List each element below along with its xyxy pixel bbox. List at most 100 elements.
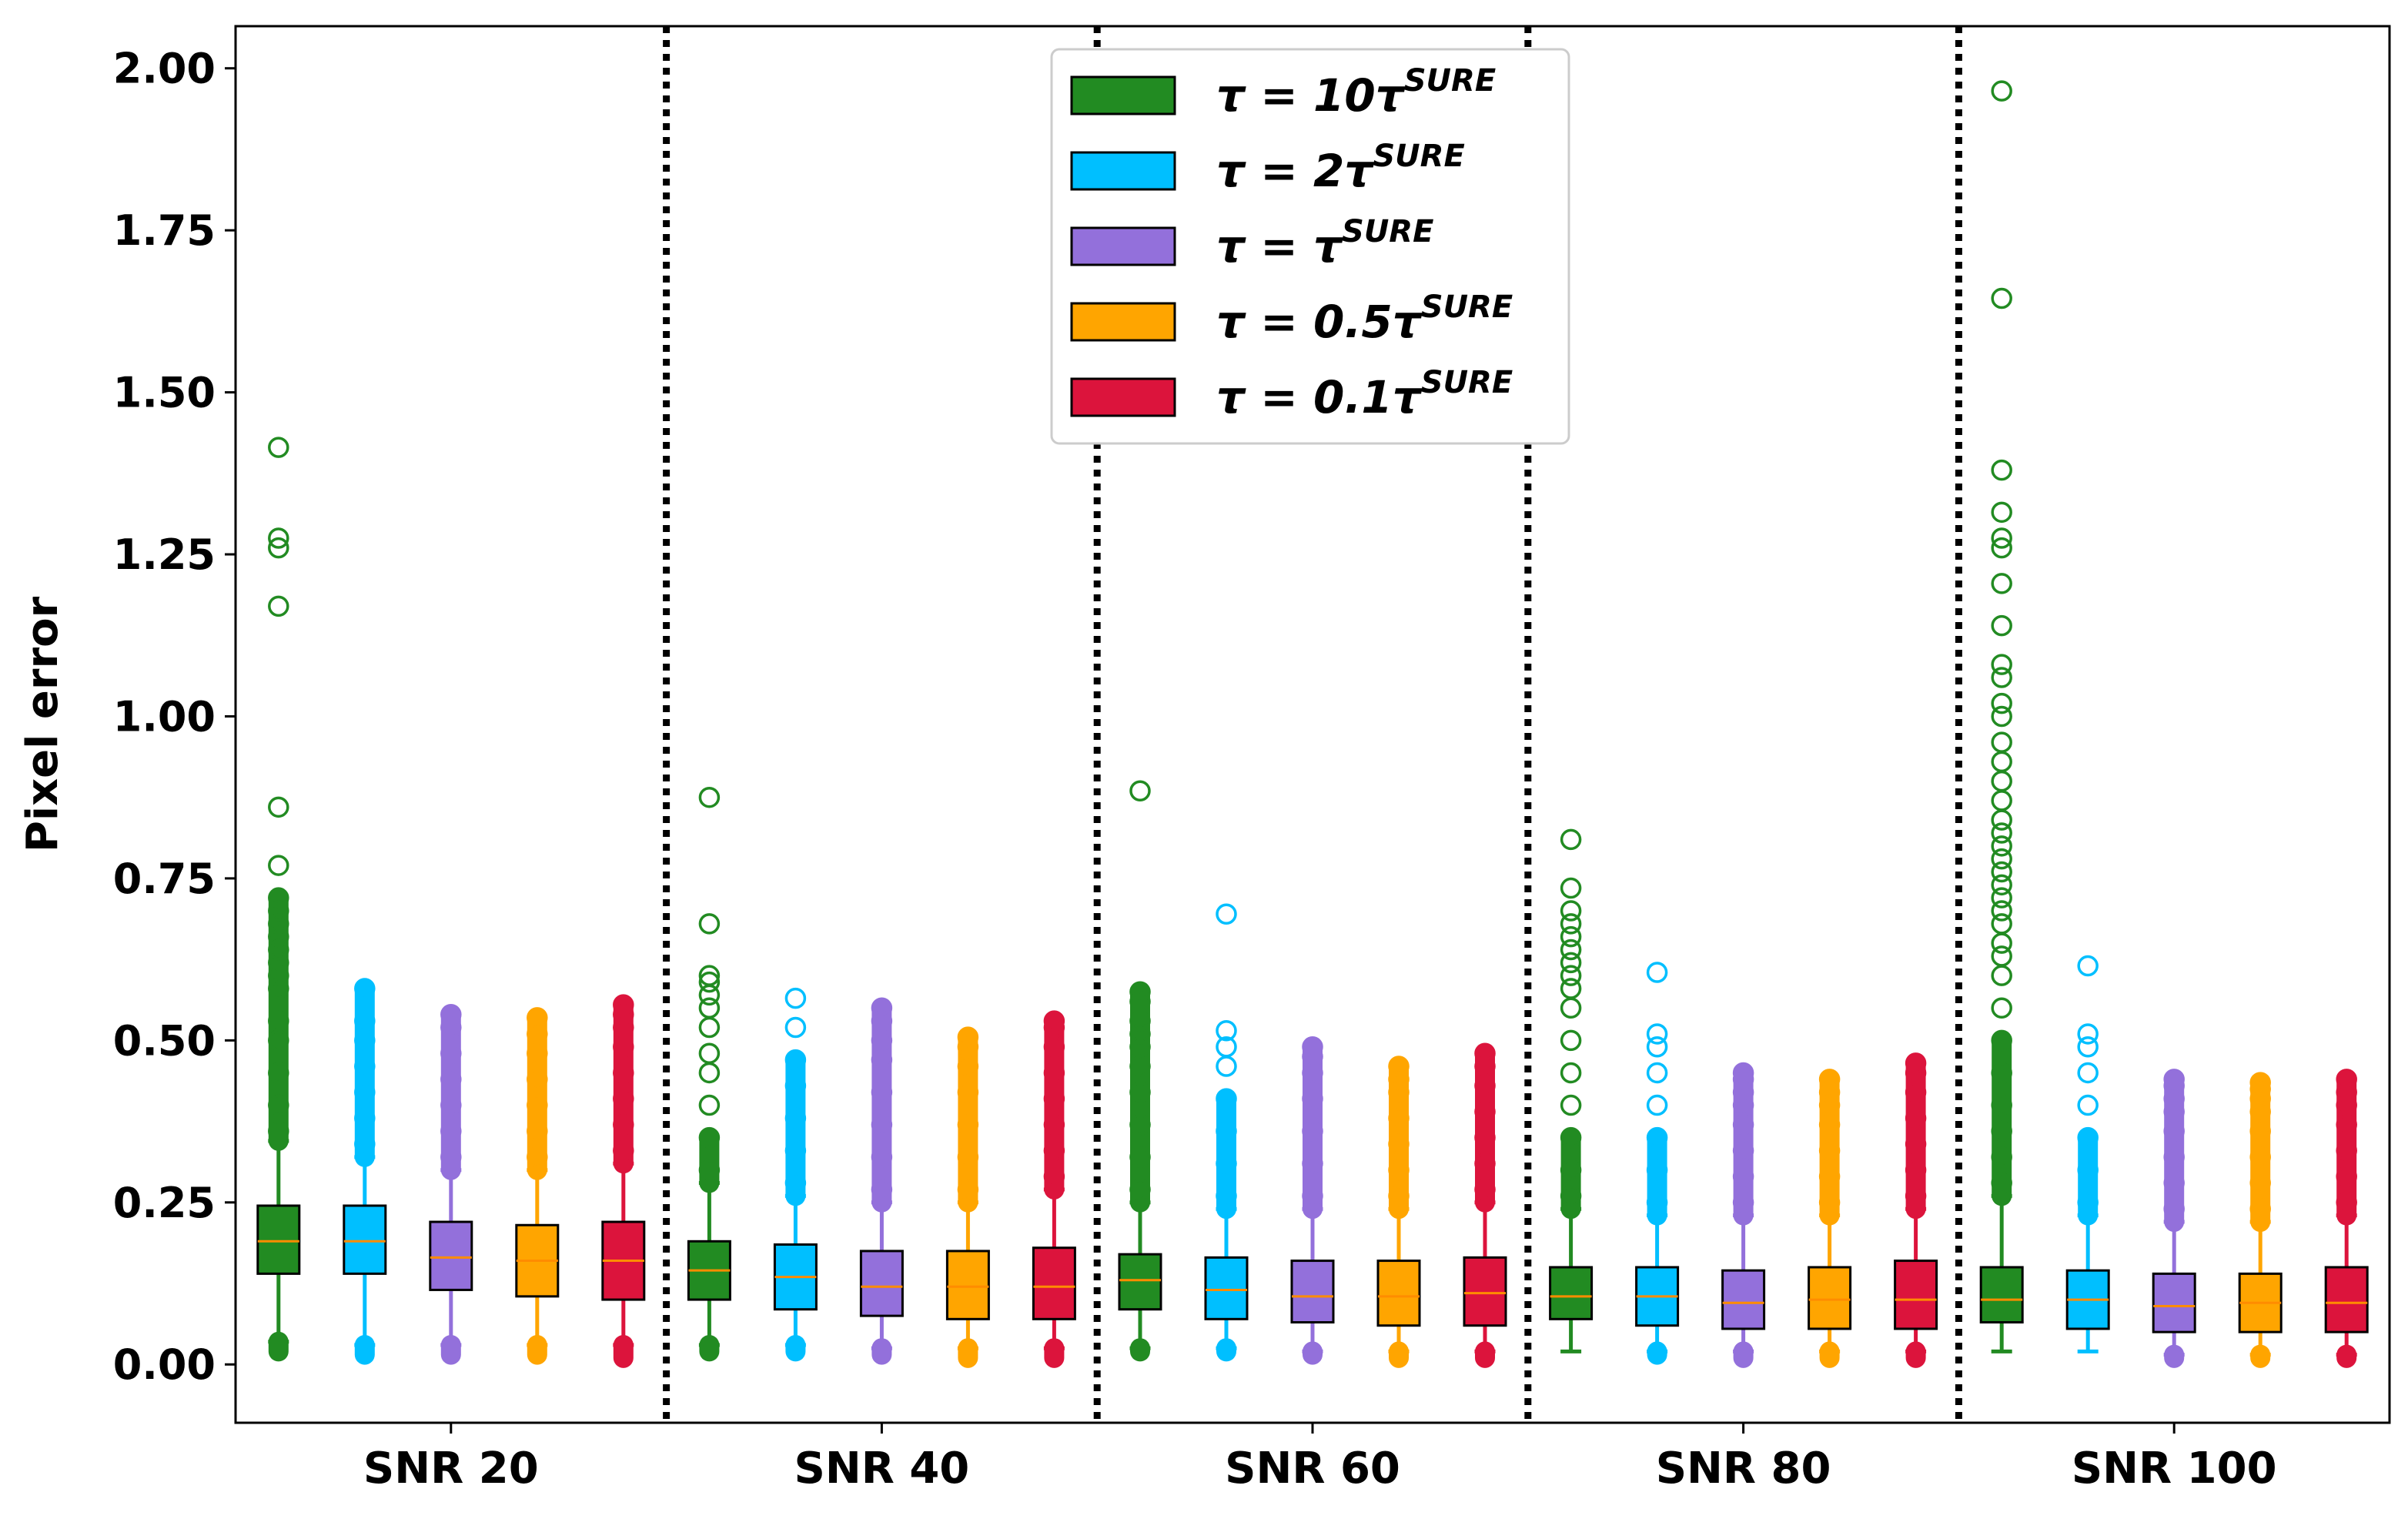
flier-point (1991, 667, 2012, 688)
boxplot-4-2 (1463, 1042, 1507, 1368)
flier-point (354, 1133, 376, 1155)
boxplot-2-0 (429, 1003, 473, 1365)
x-group-label: SNR 80 (1656, 1444, 1831, 1494)
flier-point (1991, 874, 2012, 896)
flier-point (1732, 1192, 1754, 1213)
flier-point (1991, 861, 2012, 883)
flier-point (1732, 1139, 1754, 1162)
flier-point (1560, 925, 1582, 948)
flier-point (1474, 1056, 1496, 1077)
flier-point (2077, 1094, 2099, 1116)
flier-point (1560, 1159, 1582, 1181)
flier-point (1560, 997, 1582, 1019)
flier-point (1129, 1081, 1151, 1103)
flier-point (1991, 822, 2012, 844)
flier-point (1818, 1094, 1841, 1116)
flier-point (1216, 1088, 1237, 1109)
flier-point (1129, 981, 1151, 1002)
flier-point (1388, 1159, 1410, 1181)
flier-point (1560, 1185, 1582, 1207)
flier-point (1991, 751, 2012, 773)
flier-point (1129, 1146, 1151, 1168)
flier-point (957, 1146, 979, 1168)
box-iqr (859, 1250, 904, 1317)
flier-point (1991, 835, 2012, 857)
flier-point (957, 1081, 979, 1103)
boxplot-4-4 (2324, 1069, 2369, 1368)
flier-point (784, 1172, 807, 1194)
flier-point (268, 437, 289, 458)
flier-point (1560, 828, 1582, 851)
flier-point (1302, 1062, 1323, 1084)
x-group-label: SNR 20 (363, 1444, 539, 1494)
flier-point (1818, 1139, 1841, 1162)
flier-point (1818, 1081, 1841, 1103)
flier-point (1991, 527, 2012, 549)
y-axis-label: Pixel error (18, 596, 68, 852)
flier-point (1216, 1153, 1237, 1175)
flier-point (957, 1179, 979, 1200)
boxplot-1-3 (1635, 962, 1680, 1365)
flier-point (1991, 692, 2012, 714)
flier-point (1991, 731, 2012, 753)
flier-point (1560, 952, 1582, 974)
boxplot-3-4 (2238, 1072, 2283, 1368)
flier-point (1474, 1101, 1496, 1123)
boxplot-0-3 (1549, 828, 1594, 1353)
boxplot-3-2 (1376, 1056, 1421, 1368)
flier-point (1560, 877, 1582, 899)
boxplot-4-3 (1894, 1052, 1938, 1368)
box-iqr (1290, 1260, 1335, 1324)
flier-point (1991, 1172, 2012, 1194)
flier-point (1388, 1056, 1410, 1077)
flier-point (784, 987, 807, 1009)
y-tick-label: 0.00 (113, 1340, 216, 1389)
flier-point (268, 1010, 289, 1032)
flier-point (440, 1016, 462, 1039)
flier-point (2077, 955, 2099, 977)
flier-point (440, 1069, 462, 1090)
legend-label-sup: SURE (1404, 63, 1496, 99)
flier-point (268, 1062, 289, 1084)
flier-point (1560, 900, 1582, 922)
flier-point (1129, 1036, 1151, 1058)
flier-point (1991, 614, 2012, 637)
flier-point (354, 1081, 376, 1103)
flier-point (1302, 1036, 1323, 1058)
flier-point (1302, 1046, 1323, 1068)
flier-point (2336, 1081, 2357, 1103)
boxplot-0-4 (1979, 80, 2024, 1353)
y-tick-label: 1.50 (113, 369, 216, 417)
flier-point (698, 1159, 721, 1181)
boxplot-0-1 (687, 786, 731, 1362)
legend-label: τ = 10τSURE (1216, 63, 1496, 122)
flier-point (1732, 1166, 1754, 1187)
flier-point (784, 1107, 807, 1129)
flier-point (1560, 1094, 1582, 1116)
flier-point (1388, 1133, 1410, 1155)
flier-point (784, 1016, 807, 1039)
flier-point (698, 971, 721, 993)
flier-point (1991, 913, 2012, 935)
flier-point (2077, 1126, 2099, 1149)
flier-point (1991, 1029, 2012, 1052)
flier-point (2163, 1198, 2185, 1220)
flier-point (1043, 1139, 1065, 1162)
flier-point (1216, 1120, 1237, 1142)
legend-swatch (1070, 302, 1176, 342)
flier-point (1646, 1036, 1668, 1058)
box-iqr (1979, 1266, 2024, 1324)
flier-point (2163, 1069, 2185, 1090)
flier-point (440, 1120, 462, 1142)
flier-point (1991, 945, 2012, 967)
flier-point (698, 786, 721, 808)
flier-point (2163, 1101, 2185, 1123)
boxplot-1-0 (343, 978, 387, 1365)
boxplot-1-2 (1204, 903, 1249, 1362)
flier-point (268, 796, 289, 818)
flier-point (957, 1026, 979, 1048)
boxplot-2-1 (859, 997, 904, 1365)
flier-point (613, 1114, 634, 1136)
